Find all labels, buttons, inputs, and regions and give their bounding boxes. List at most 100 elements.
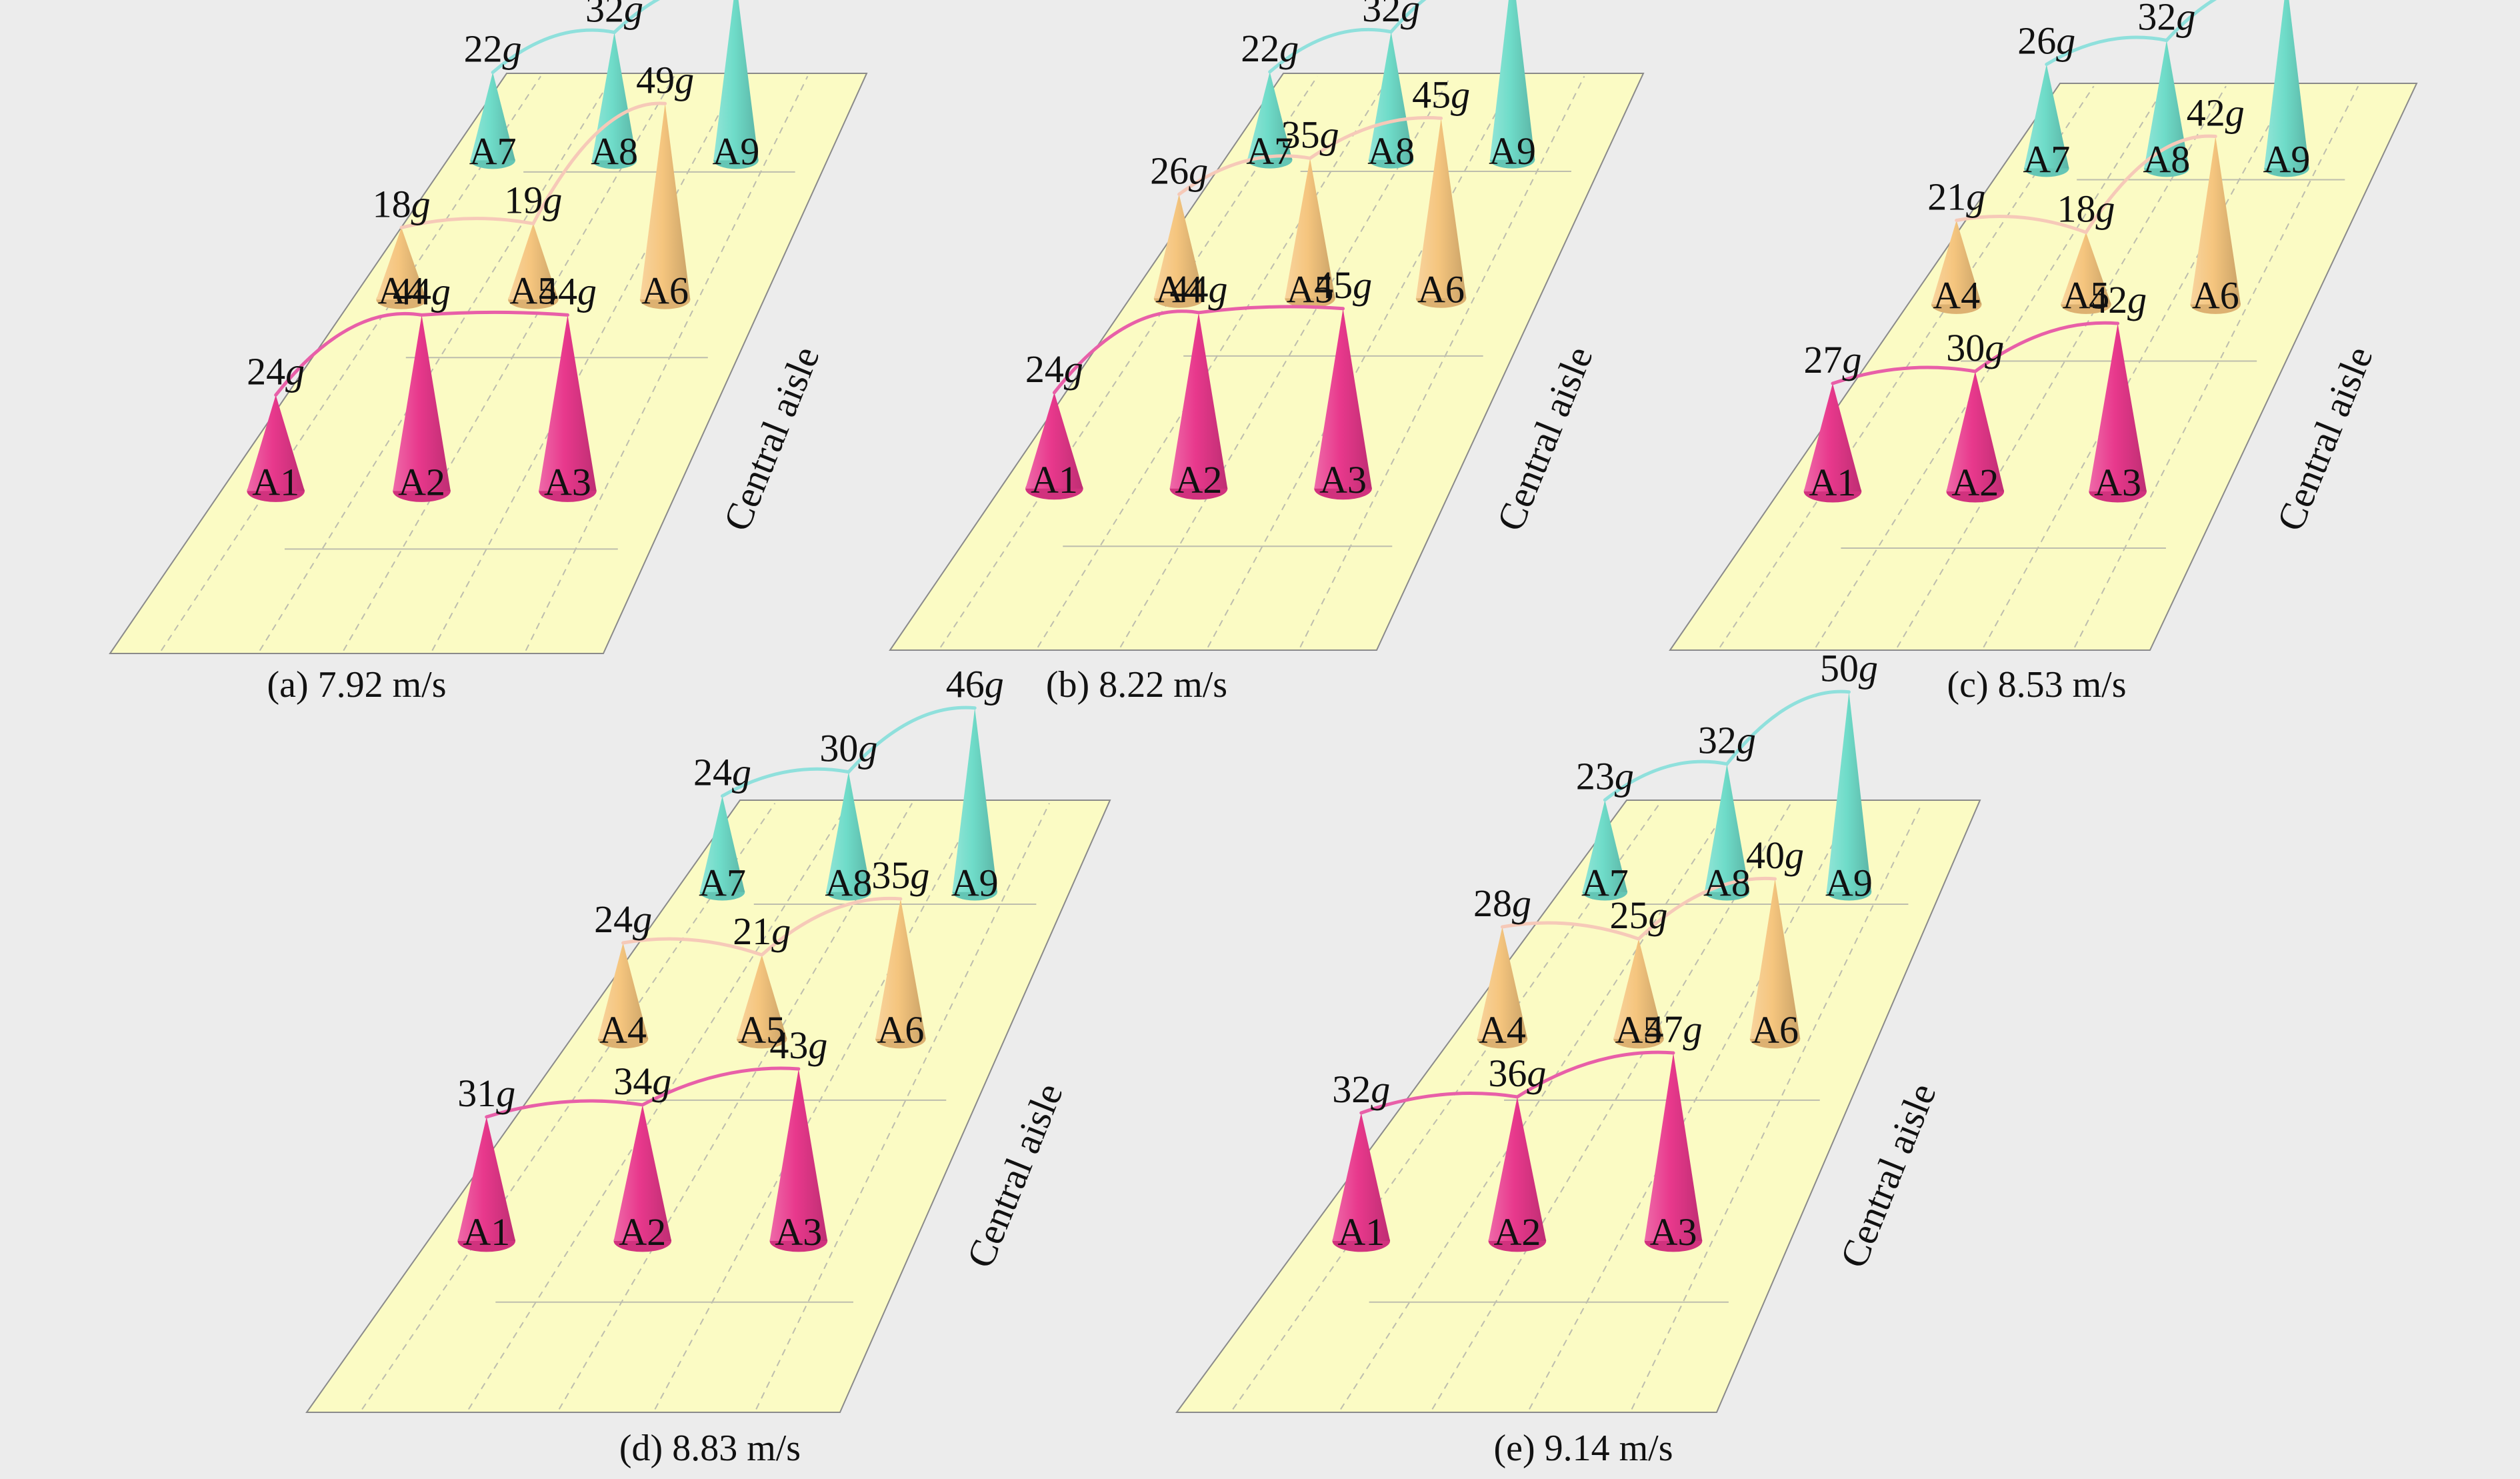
sensor-label: A4 bbox=[1933, 274, 1980, 317]
cone-a7 bbox=[1247, 71, 1293, 160]
cone-a7 bbox=[699, 796, 745, 892]
sensor-label: A7 bbox=[2023, 138, 2070, 181]
cone-a6 bbox=[875, 899, 926, 1040]
value-label: 21g bbox=[1927, 175, 1985, 219]
sensor-label: A7 bbox=[1581, 862, 1629, 905]
cone-a5 bbox=[1613, 939, 1664, 1040]
value-label: 45g bbox=[1314, 263, 1372, 307]
sensor-label: A7 bbox=[699, 862, 746, 905]
value-label: 32g bbox=[585, 0, 643, 31]
sensor-label: A6 bbox=[2192, 274, 2239, 317]
sensor-label: A9 bbox=[713, 130, 760, 173]
cone-a2 bbox=[393, 315, 451, 491]
cone-a5 bbox=[2061, 232, 2111, 305]
cone-a6 bbox=[1749, 879, 1801, 1040]
sensor-label: A9 bbox=[1489, 129, 1536, 173]
cone-a9 bbox=[1489, 0, 1535, 160]
cone-a2 bbox=[1488, 1096, 1547, 1241]
sensor-label: A2 bbox=[1175, 458, 1223, 501]
row-trend-line bbox=[485, 1066, 801, 1119]
value-label: 45g bbox=[1412, 73, 1470, 116]
value-label: 22g bbox=[464, 27, 522, 71]
value-label: 26g bbox=[2017, 19, 2075, 63]
value-label: 32g bbox=[2137, 0, 2195, 39]
sensor-label: A5 bbox=[1615, 1008, 1663, 1052]
sensor-label: A3 bbox=[1319, 458, 1367, 501]
sensor-label: A5 bbox=[509, 269, 557, 312]
sensor-label: A4 bbox=[1479, 1008, 1526, 1052]
cone-a4 bbox=[1153, 194, 1205, 299]
sensor-label: A9 bbox=[2263, 138, 2310, 181]
cone-a2 bbox=[1946, 371, 2005, 491]
cone-a2 bbox=[613, 1104, 672, 1241]
cone-a7 bbox=[1582, 800, 1628, 892]
row-trend-line bbox=[1177, 116, 1443, 196]
value-label: 21g bbox=[733, 910, 791, 953]
sensor-label: A3 bbox=[544, 460, 591, 503]
value-label: 49g bbox=[636, 58, 694, 101]
grid-line bbox=[558, 803, 913, 1410]
value-label: 25g bbox=[1609, 894, 1667, 937]
sensor-label: A4 bbox=[378, 269, 425, 312]
grid-line bbox=[1631, 803, 1923, 1410]
cone-a5 bbox=[1285, 158, 1335, 299]
value-label: 18g bbox=[373, 182, 431, 225]
row-trend-line bbox=[1268, 0, 1427, 74]
value-label: 42g bbox=[2187, 91, 2245, 135]
value-label: 19g bbox=[504, 178, 562, 221]
value-label: 28g bbox=[1473, 882, 1531, 925]
row-trend-line bbox=[1359, 1050, 1675, 1115]
panel-d: A1 31g A2 34g A3 43g A4 24g A5 21g A6 35g A7 24g A8 30g… bbox=[305, 663, 1111, 1469]
grid-line bbox=[1037, 75, 1391, 648]
grid-line bbox=[755, 803, 1050, 1410]
sensor-label: A5 bbox=[738, 1008, 785, 1052]
sensor-label: A4 bbox=[599, 1008, 647, 1052]
cone-a1 bbox=[1803, 383, 1862, 491]
sensor-label: A3 bbox=[775, 1210, 822, 1254]
cone-a2 bbox=[1169, 312, 1228, 489]
cone-a1 bbox=[1332, 1112, 1391, 1241]
value-label: 23g bbox=[1576, 755, 1634, 798]
panel-caption: (d) 8.83 m/s bbox=[619, 1428, 801, 1469]
sensor-label: A8 bbox=[2143, 138, 2190, 181]
grid-line bbox=[1232, 803, 1661, 1410]
floor-plane bbox=[889, 73, 1645, 651]
cone-a3 bbox=[2089, 323, 2147, 491]
value-label: 24g bbox=[247, 349, 305, 393]
grid-line bbox=[1529, 803, 1855, 1410]
grid-line bbox=[940, 75, 1318, 648]
cone-a9 bbox=[1826, 691, 1872, 892]
value-label: 44g bbox=[393, 269, 451, 313]
sensor-label: A6 bbox=[877, 1008, 924, 1052]
value-label: 32g bbox=[1332, 1068, 1390, 1111]
sensor-label: A2 bbox=[398, 460, 445, 503]
cone-a1 bbox=[247, 395, 305, 491]
sensor-label: A5 bbox=[1287, 267, 1334, 311]
sensor-label: A7 bbox=[469, 130, 517, 173]
sensor-label: A8 bbox=[825, 862, 872, 905]
cone-a6 bbox=[1415, 118, 1467, 299]
cone-a3 bbox=[539, 315, 597, 491]
sensor-label: A5 bbox=[2063, 274, 2110, 317]
value-label: 32g bbox=[1362, 0, 1420, 30]
sensor-label: A9 bbox=[951, 862, 999, 905]
value-label: 44g bbox=[539, 269, 597, 313]
row-trend-line bbox=[1052, 305, 1345, 395]
row-trend-line bbox=[721, 705, 977, 798]
cone-a6 bbox=[639, 103, 691, 300]
value-label: 34g bbox=[613, 1060, 671, 1103]
sensor-label: A1 bbox=[1337, 1210, 1385, 1254]
value-label: 42g bbox=[2089, 278, 2147, 321]
sensor-label: A8 bbox=[591, 130, 638, 173]
floor-plane bbox=[1669, 83, 2418, 651]
value-label: 50g bbox=[1820, 647, 1878, 690]
value-label: 18g bbox=[2057, 187, 2115, 231]
cone-a8 bbox=[1368, 31, 1414, 160]
sensor-label: A2 bbox=[619, 1210, 666, 1254]
cone-a7 bbox=[2024, 64, 2069, 169]
row-trend-line bbox=[1831, 321, 2120, 385]
panel-caption: (c) 8.53 m/s bbox=[1947, 664, 2126, 705]
sensor-label: A9 bbox=[1825, 862, 1873, 905]
sensor-label: A8 bbox=[1367, 129, 1415, 173]
